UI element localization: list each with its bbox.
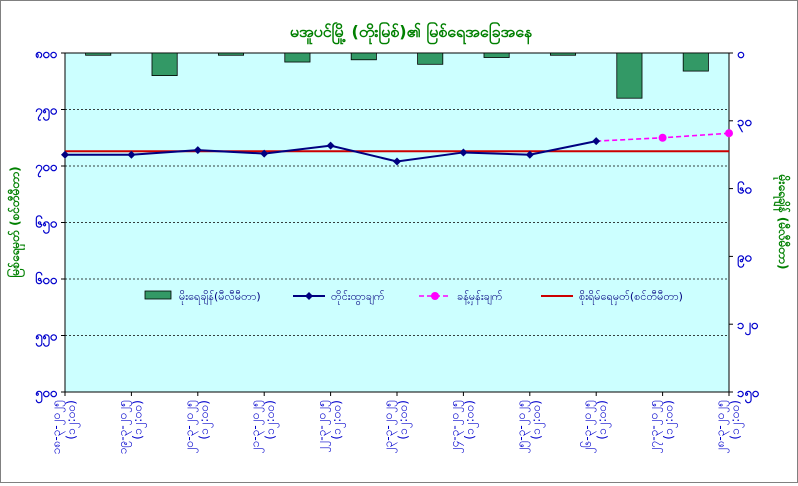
rainfall-bar xyxy=(682,52,709,72)
forecast-point xyxy=(658,133,667,142)
left-tick-label: ၇၅၀ xyxy=(35,104,58,122)
legend: မိုးရေချိန်(မီလီမီတာ) တိုင်းထွာချက် ခန့်မှ… xyxy=(144,290,683,305)
chart-title: မအူပင်မြို့ (တိုးမြစ်)၏ မြစ်ရေအခြေအနေ xyxy=(290,21,533,45)
gridlines xyxy=(65,109,729,336)
rainfall-bar xyxy=(284,52,311,63)
x-tick-label: ၂၀-၃-၂၀၂၅(၁၂:၀၀) xyxy=(182,400,214,453)
rainfall-bar xyxy=(350,52,377,61)
left-tick-label: ၅၅၀ xyxy=(35,330,58,348)
rainfall-bar xyxy=(217,52,245,56)
x-tick-label: ၂၆-၃-၂၀၂၅(၁၂:၀၀) xyxy=(579,400,612,453)
right-tick-label: ၆၀ xyxy=(737,181,752,198)
right-tick-label: ၉၀ xyxy=(737,250,752,268)
right-tick-label: ၀ xyxy=(737,47,745,62)
x-tick-label: ၂၇-၃-၂၀၂၅(၁၂:၀၀) xyxy=(647,400,679,453)
rainfall-bar xyxy=(151,52,178,77)
right-tick-label: ၁၅၀ xyxy=(737,386,760,404)
rainfall-bars xyxy=(85,52,709,99)
x-tick-label: ၂၁-၃-၂၀၂၅(၁၂:၀၀) xyxy=(248,400,280,453)
left-axis: ၅၀၀ ၅၅၀ ၆၀၀ ၆၅၀ ၇၀၀ ၇၅၀ ၈၀၀ xyxy=(35,47,65,404)
measured-point xyxy=(525,150,534,159)
legend-label: မိုးရေချိန်(မီလီမီတာ) xyxy=(179,290,261,305)
right-axis-label: မိုးရေချိန် (မီလီမီတာ) xyxy=(772,174,792,270)
right-tick-label: ၁၂၀ xyxy=(737,318,759,336)
rainfall-bar xyxy=(549,52,577,56)
left-tick-label: ၆၅၀ xyxy=(35,215,58,235)
x-tick-label: ၁၈-၃-၂၀၂၅(၁၂:၀၀) xyxy=(49,400,81,454)
left-tick-label: ၇၀၀ xyxy=(35,160,58,178)
right-tick-label: ၃၀ xyxy=(737,115,752,133)
left-axis-label: မြစ်ရေမှတ် (စင်တီမီတာ) xyxy=(5,166,26,277)
legend-label: တိုင်းထွာချက် xyxy=(331,290,385,305)
legend-label: ခန့်မှန်းချက် xyxy=(457,290,503,305)
measured-point xyxy=(260,149,269,158)
left-tick-label: ၆၀၀ xyxy=(35,271,58,288)
x-tick-label: ၁၉-၃-၂၀၂၅(၁၂:၀၀) xyxy=(115,400,147,454)
measured-point xyxy=(459,148,468,157)
measured-point xyxy=(193,146,202,155)
measured-point xyxy=(592,137,601,146)
measured-point xyxy=(127,150,136,159)
rainfall-bar xyxy=(616,52,643,99)
legend-swatch-rainfall xyxy=(144,290,172,300)
x-tick-label: ၂၈-၃-၂၀၂၅(၁၂:၀၀) xyxy=(713,400,745,453)
legend-marker-forecast xyxy=(431,292,439,300)
x-tick-label: ၂၃-၃-၂၀၂၅(၁၂:၀၀) xyxy=(381,400,413,453)
measured-point xyxy=(61,150,69,159)
left-tick-label: ၈၀၀ xyxy=(35,47,58,62)
x-tick-label: ၂၅-၃-၂၀၂၅(၁၂:၀၀) xyxy=(514,400,546,453)
x-tick-label: ၂၄-၃-၂၀၂၅(၁၂:၀၀) xyxy=(447,400,479,453)
left-tick-label: ၅၀၀ xyxy=(35,386,58,404)
rainfall-bar xyxy=(483,52,510,58)
x-axis: ၁၈-၃-၂၀၂၅(၁၂:၀၀) ၁၉-၃-၂၀၂၅(၁၂:၀၀) ၂၀-၃-၂၀၂… xyxy=(49,392,745,454)
series-lines xyxy=(61,129,733,166)
measured-point xyxy=(326,141,335,150)
legend-marker-measured xyxy=(305,292,313,300)
x-tick-label: ၂၂-၃-၂၀၂၅(၁၂:၀၀) xyxy=(315,400,347,453)
forecast-point xyxy=(725,129,733,138)
measured-point xyxy=(393,157,401,166)
rainfall-bar xyxy=(85,52,112,56)
rainfall-bar xyxy=(417,52,444,65)
legend-label: စိုးရိမ်ရေမှတ်(စင်တီမီတာ) xyxy=(579,290,683,305)
